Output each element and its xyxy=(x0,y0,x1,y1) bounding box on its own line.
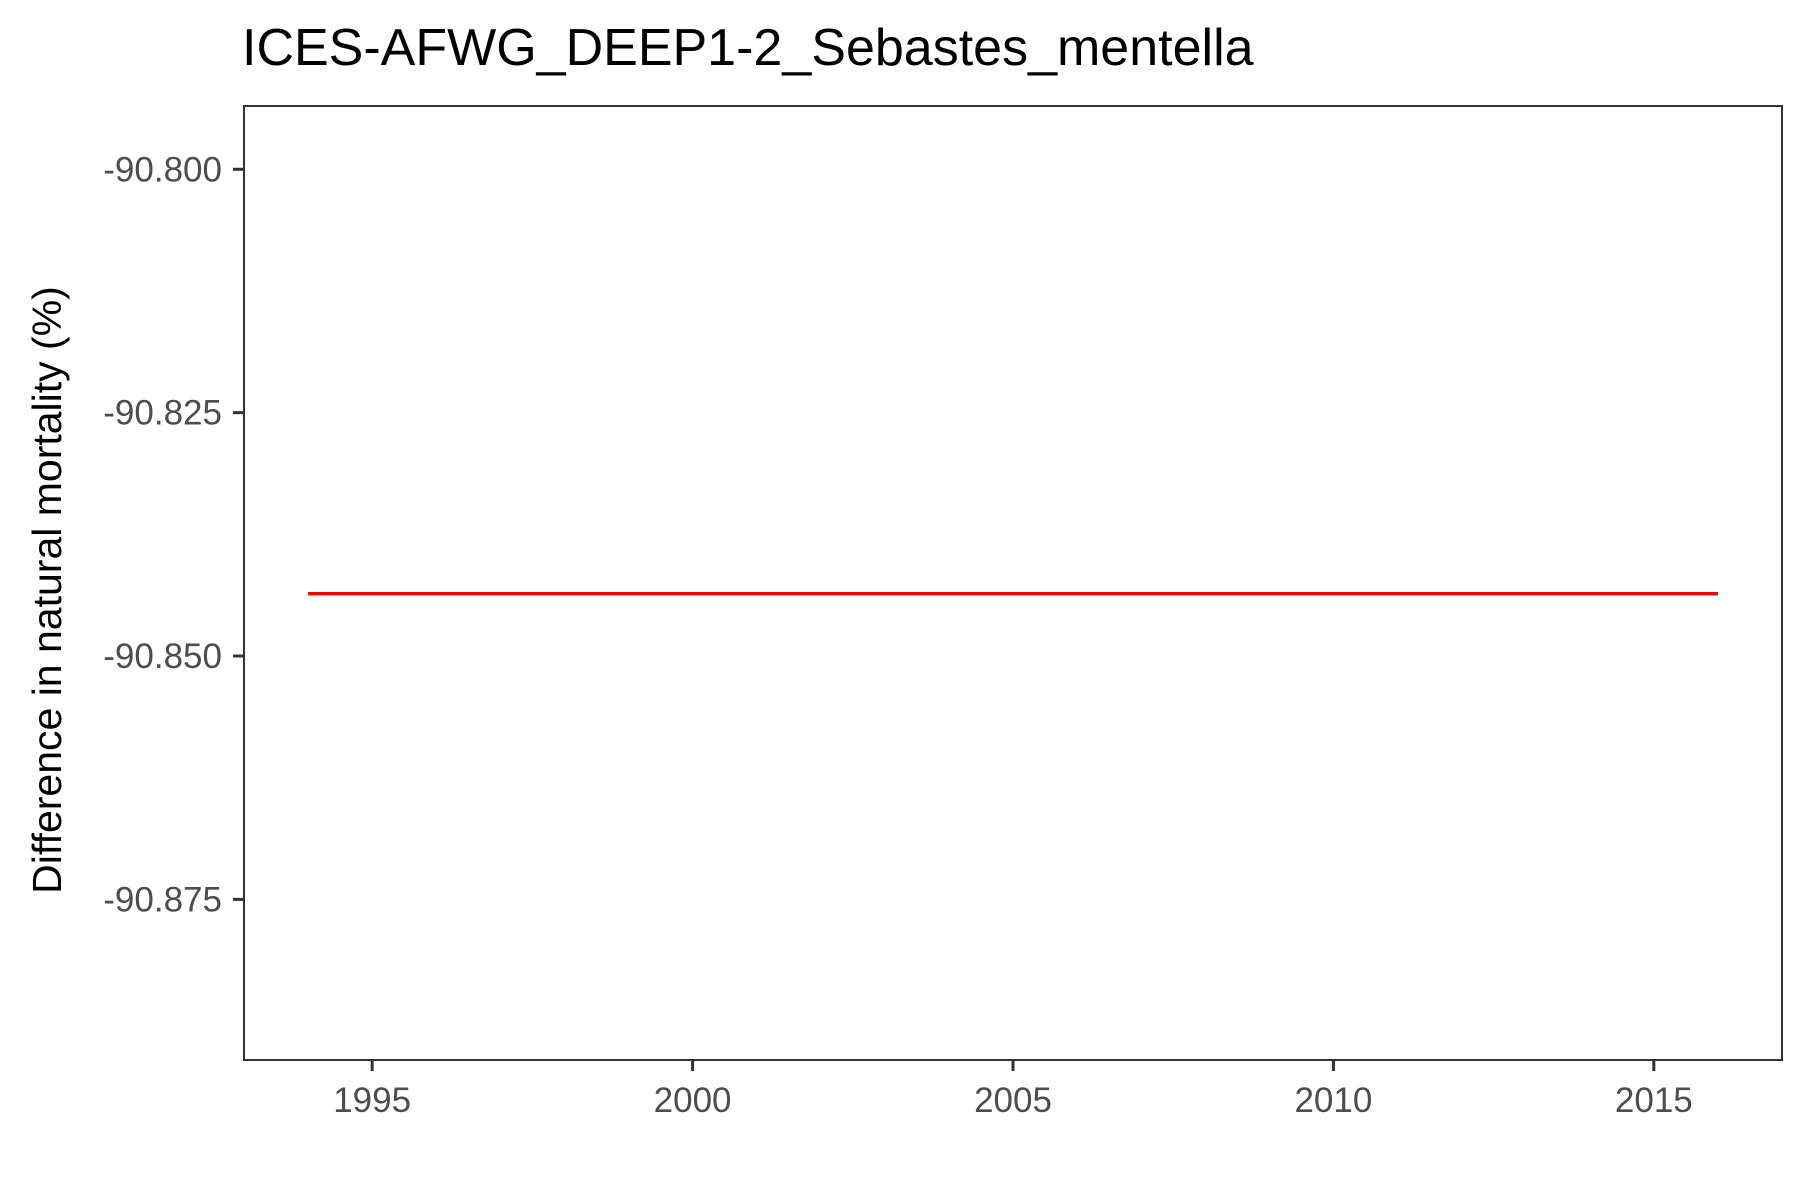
x-tick-label: 1995 xyxy=(333,1081,411,1120)
y-tick-label: -90.875 xyxy=(103,880,222,919)
x-tick-label: 2015 xyxy=(1615,1081,1693,1120)
x-tick-label: 2005 xyxy=(974,1081,1052,1120)
x-axis: 1995 2000 2005 2010 2015 xyxy=(333,1060,1693,1120)
y-tick-label: -90.825 xyxy=(103,394,222,433)
x-tick-label: 2000 xyxy=(654,1081,732,1120)
y-tick-label: -90.850 xyxy=(103,637,222,676)
chart-title: ICES-AFWG_DEEP1-2_Sebastes_mentella xyxy=(242,19,1254,77)
y-axis: -90.800 -90.825 -90.850 -90.875 xyxy=(103,150,244,919)
y-axis-label: Difference in natural mortality (%) xyxy=(24,286,70,894)
x-tick-label: 2010 xyxy=(1294,1081,1372,1120)
y-tick-label: -90.800 xyxy=(103,150,222,189)
